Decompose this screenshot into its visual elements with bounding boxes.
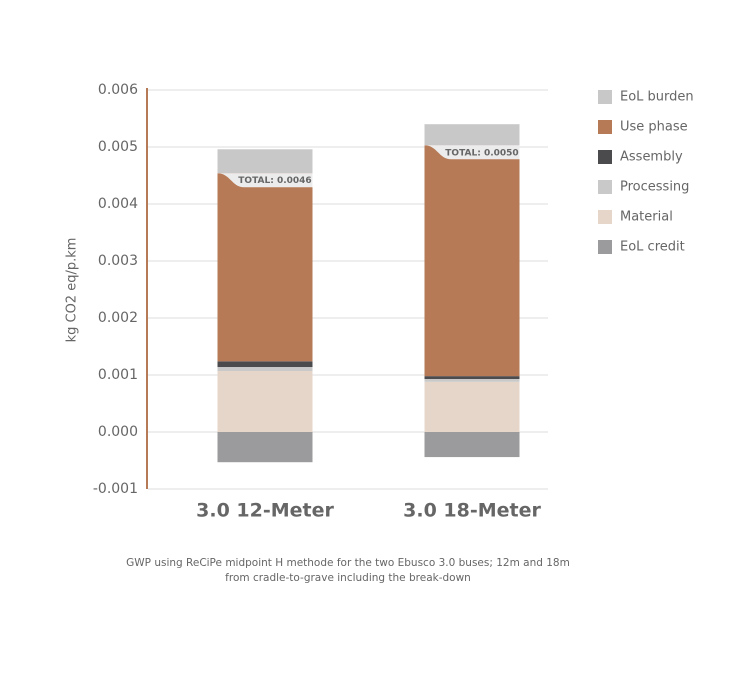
bar-segment — [217, 367, 313, 372]
legend-label: EoL credit — [620, 240, 685, 255]
legend-swatch — [598, 240, 612, 254]
bar-segment — [217, 361, 313, 368]
y-tick-label: -0.001 — [93, 481, 138, 497]
bar-segment — [217, 432, 313, 463]
annotation-box — [424, 145, 520, 160]
caption: GWP using ReCiPe midpoint H methode for … — [126, 557, 570, 569]
annotation: TOTAL: 0.0050 — [445, 148, 518, 158]
bar-segment — [217, 173, 313, 362]
legend-label: Processing — [620, 180, 689, 195]
y-axis-label: kg CO2 eq/p.km — [65, 238, 80, 343]
x-tick-label: 3.0 12-Meter — [196, 500, 334, 522]
legend-label: Material — [620, 210, 673, 225]
legend-swatch — [598, 120, 612, 134]
bar-segment — [424, 432, 520, 458]
legend-label: EoL burden — [620, 90, 694, 105]
legend-swatch — [598, 150, 612, 164]
y-tick-label: 0.006 — [98, 82, 138, 98]
x-tick-label: 3.0 18-Meter — [403, 500, 541, 522]
y-tick-label: 0.005 — [98, 139, 138, 155]
bar-segment — [217, 371, 313, 432]
legend-swatch — [598, 90, 612, 104]
legend-swatch — [598, 210, 612, 224]
bar-segment — [424, 145, 520, 377]
y-tick-label: 0.004 — [98, 196, 138, 212]
annotation: TOTAL: 0.0046 — [238, 176, 311, 186]
bar-segment — [424, 124, 520, 146]
annotation-box — [217, 173, 313, 188]
bar-segment — [424, 378, 520, 382]
bar-segment — [217, 149, 313, 174]
y-tick-label: 0.002 — [98, 310, 138, 326]
legend-swatch — [598, 180, 612, 194]
y-tick-label: 0.003 — [98, 253, 138, 269]
legend-label: Assembly — [620, 150, 683, 165]
bar-segment — [424, 381, 520, 432]
legend-label: Use phase — [620, 120, 688, 135]
bar-segment — [424, 376, 520, 379]
y-tick-label: 0.000 — [98, 424, 138, 440]
caption: from cradle-to-grave including the break… — [225, 572, 471, 584]
y-tick-label: 0.001 — [98, 367, 138, 383]
